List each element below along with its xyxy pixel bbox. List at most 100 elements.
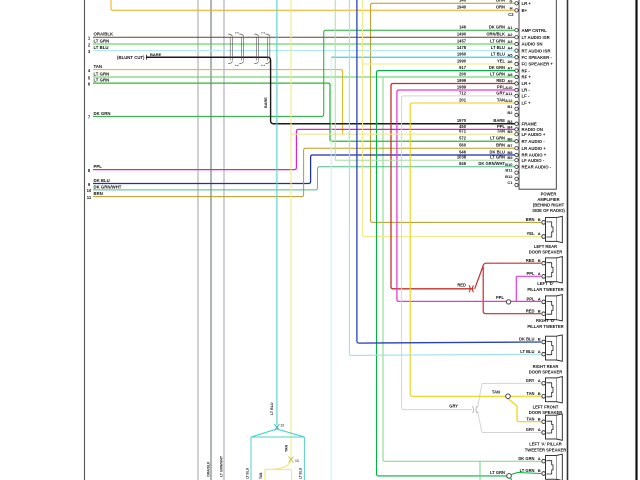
svg-text:TAN: TAN [526,416,534,421]
svg-text:B1: B1 [507,104,513,109]
svg-text:1970: 1970 [457,118,467,123]
svg-text:A1: A1 [507,25,513,30]
svg-text:RT AUDIO -: RT AUDIO - [522,139,546,144]
svg-text:BARE: BARE [264,97,268,108]
svg-text:TAN: TAN [526,391,534,396]
svg-text:5: 5 [88,75,91,80]
svg-text:6: 6 [88,81,91,86]
svg-text:A9: A9 [507,79,513,84]
svg-text:ORN: ORN [496,5,505,10]
svg-text:A: A [538,427,541,432]
svg-text:A: A [538,456,541,461]
svg-text:AMP CNTRL: AMP CNTRL [522,28,548,33]
svg-text:LT BLU: LT BLU [491,52,505,57]
svg-text:LT BLU: LT BLU [270,402,274,415]
svg-text:DK GRN: DK GRN [489,65,505,70]
svg-text:1457: 1457 [457,38,467,43]
svg-text:LT GRN: LT GRN [490,470,505,475]
svg-text:A: A [538,297,541,302]
svg-text:DK GRN: DK GRN [94,111,111,116]
svg-text:RED: RED [457,282,466,287]
svg-text:23: 23 [281,424,285,428]
svg-text:AMPLIFIER: AMPLIFIER [537,197,559,202]
svg-text:LT GRN: LT GRN [490,155,505,160]
svg-text:LT GRN: LT GRN [490,38,505,43]
svg-text:B: B [538,217,541,222]
svg-text:3: 3 [88,49,91,54]
svg-text:846: 846 [459,161,467,166]
svg-text:DK BLU: DK BLU [94,178,110,183]
svg-text:B8: B8 [507,150,513,155]
svg-text:1999: 1999 [457,78,467,83]
svg-text:PPL: PPL [497,84,505,89]
svg-text:TAN: TAN [497,97,505,102]
svg-text:REAR AUDIO -: REAR AUDIO - [522,165,552,170]
svg-text:1940: 1940 [457,5,467,10]
svg-text:TAN: TAN [94,64,103,69]
svg-text:LR +: LR + [522,1,532,6]
svg-text:C2: C2 [508,12,514,17]
svg-text:LT GRN: LT GRN [520,468,535,473]
svg-text:917: 917 [459,65,467,70]
svg-text:GRY: GRY [526,427,535,432]
svg-text:PILLAR TWEETER: PILLAR TWEETER [527,287,563,292]
svg-text:712: 712 [459,90,467,95]
svg-text:572: 572 [459,136,467,141]
svg-text:B12: B12 [505,174,513,179]
svg-text:A: A [538,271,541,276]
svg-text:▸ ◂: ▸ ◂ [261,32,266,35]
svg-text:1: 1 [88,36,91,41]
svg-text:LT BLU: LT BLU [94,45,109,50]
svg-text:LT BLU: LT BLU [299,467,303,479]
svg-text:A3: A3 [507,39,513,44]
svg-text:B: B [538,391,541,396]
svg-text:LR AUDIO +: LR AUDIO + [522,146,547,151]
svg-text:YEL: YEL [527,231,535,236]
svg-text:FRAME: FRAME [522,121,537,126]
svg-text:PPL: PPL [497,124,505,129]
svg-text:LF AUDIO +: LF AUDIO + [522,132,546,137]
svg-text:ORA/BLK: ORA/BLK [207,461,211,477]
svg-text:B9: B9 [507,155,513,160]
svg-text:10: 10 [87,188,92,193]
svg-text:▸ ◂: ▸ ◂ [234,32,239,35]
svg-text:AUDIO SN: AUDIO SN [522,42,543,47]
svg-text:BARE: BARE [493,118,505,123]
svg-text:GRY: GRY [496,90,505,95]
svg-text:TWEETER SPEAKER: TWEETER SPEAKER [525,447,566,452]
svg-text:ORN/BLK: ORN/BLK [486,32,505,37]
svg-text:TAN: TAN [259,472,263,479]
svg-text:DK GRN/WHT: DK GRN/WHT [94,184,122,189]
svg-text:A: A [538,378,541,383]
svg-text:H: H [510,5,513,10]
svg-text:PPL: PPL [527,271,535,276]
svg-text:146: 146 [459,25,467,30]
svg-text:200: 200 [459,71,467,76]
svg-text:LEFT REAR: LEFT REAR [534,244,557,249]
svg-text:B2: B2 [507,110,513,115]
svg-text:LT GRN: LT GRN [490,136,505,141]
svg-text:LT AUDIO ISR: LT AUDIO ISR [522,35,551,40]
svg-text:LF AUDIO -: LF AUDIO - [522,158,545,163]
svg-text:▸ ◂: ▸ ◂ [234,64,239,67]
svg-text:TAN: TAN [285,444,289,452]
svg-text:A: A [538,231,541,236]
svg-text:LT GRN: LT GRN [490,71,505,76]
svg-text:BARE: BARE [150,52,162,57]
svg-text:ORA/BLK: ORA/BLK [94,32,114,37]
svg-text:DK BLU: DK BLU [490,149,506,154]
svg-text:G: G [509,0,512,3]
svg-text:▸ ◂: ▸ ◂ [261,64,266,67]
svg-text:LT BLU: LT BLU [491,45,505,50]
svg-text:RR AUDIO +: RR AUDIO + [522,153,547,158]
svg-text:2: 2 [88,42,91,47]
svg-text:8: 8 [88,168,91,173]
svg-text:DK GRN: DK GRN [518,456,534,461]
svg-text:4: 4 [88,68,91,73]
svg-text:TAN: TAN [492,390,500,395]
svg-text:A12: A12 [505,98,513,103]
svg-text:LR +: LR + [522,81,532,86]
svg-text:GRY: GRY [449,403,458,408]
svg-text:LEFT 'A' PILLAR: LEFT 'A' PILLAR [529,442,562,447]
svg-text:1038: 1038 [457,155,467,160]
